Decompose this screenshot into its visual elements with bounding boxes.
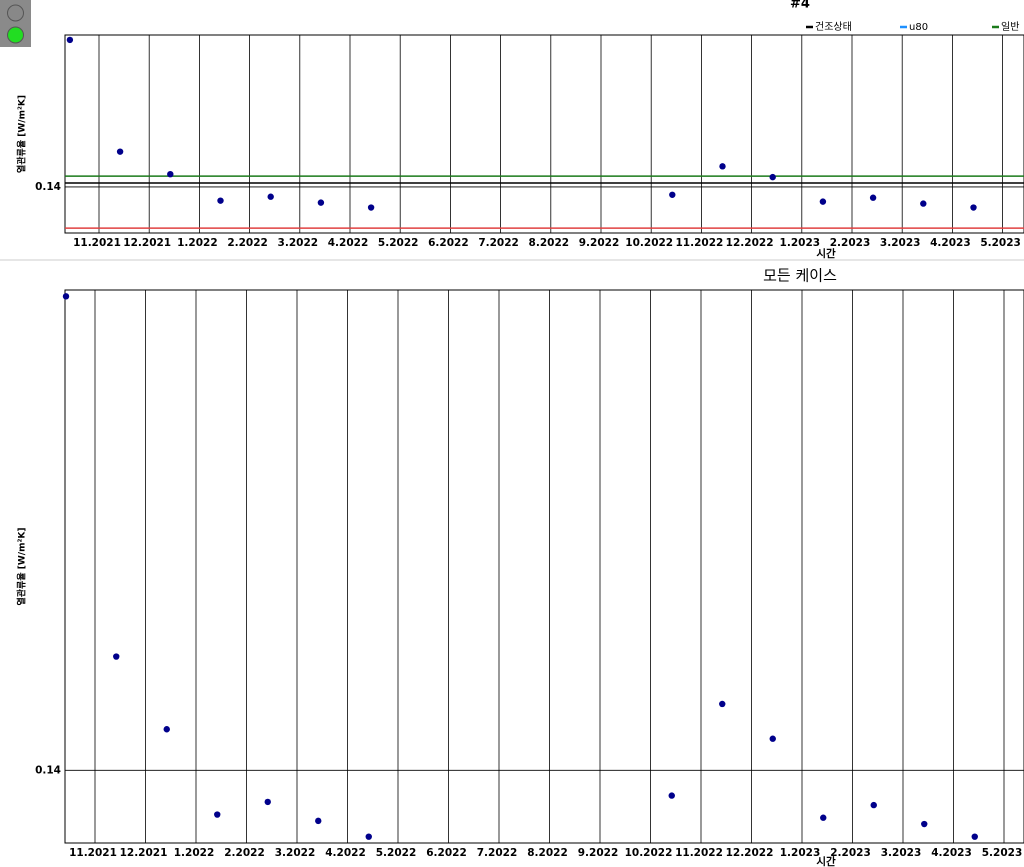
x-tick-label: 5.2022	[376, 847, 417, 859]
x-tick-label: 4.2022	[325, 847, 366, 859]
x-tick-label: 3.2023	[880, 237, 921, 249]
chart-title: 모든 케이스	[763, 267, 837, 285]
x-tick-label: 3.2023	[881, 847, 922, 859]
data-point	[669, 191, 676, 198]
data-point	[214, 811, 221, 818]
data-point	[970, 204, 977, 211]
x-tick-label: 1.2023	[780, 847, 821, 859]
data-point	[62, 293, 70, 300]
legend-label: u80	[909, 22, 928, 33]
data-point	[367, 204, 375, 211]
data-point	[317, 199, 325, 206]
x-tick-label: 7.2022	[478, 237, 519, 249]
x-tick-label: 11.2021	[73, 237, 121, 249]
x-tick-label: 1.2023	[780, 237, 821, 249]
x-tick-label: 3.2022	[278, 237, 319, 249]
x-tick-label: 11.2022	[675, 237, 723, 249]
y-tick-label: 0.14	[35, 181, 61, 193]
x-tick-label: 5.2023	[980, 237, 1021, 249]
x-tick-label: 1.2022	[174, 847, 215, 859]
x-tick-label: 3.2022	[275, 847, 316, 859]
status-light-on	[7, 26, 24, 44]
x-tick-label: 10.2022	[625, 847, 673, 859]
data-point	[267, 193, 274, 200]
x-tick-label: 9.2022	[579, 237, 620, 249]
data-point	[217, 197, 224, 204]
data-point	[66, 36, 74, 44]
x-tick-label: 12.2022	[726, 237, 774, 249]
x-tick-label: 4.2022	[328, 237, 369, 249]
x-tick-label: 7.2022	[477, 847, 518, 859]
data-point	[769, 735, 776, 742]
x-tick-label: 2.2022	[224, 847, 265, 859]
data-point	[870, 801, 877, 809]
data-point	[315, 817, 322, 825]
data-point	[819, 198, 827, 205]
x-tick-label: 11.2021	[69, 847, 117, 859]
x-tick-label: 8.2022	[527, 847, 568, 859]
data-point	[365, 833, 372, 840]
chart-title: #4	[790, 0, 810, 12]
x-tick-label: 12.2021	[120, 847, 168, 859]
x-tick-label: 12.2021	[123, 237, 171, 249]
plot-area	[64, 34, 1024, 234]
legend-label: 건조상태	[815, 21, 852, 33]
x-tick-label: 12.2022	[726, 847, 774, 859]
x-tick-label: 1.2022	[177, 237, 218, 249]
data-point	[668, 792, 675, 799]
x-axis-label: 시간	[816, 855, 836, 867]
y-axis-label: 열관류율 [W/m²K]	[16, 95, 28, 173]
x-tick-label: 10.2022	[625, 237, 673, 249]
x-axis-label: 시간	[816, 247, 836, 260]
y-axis-label: 열관류율 [W/m²K]	[16, 528, 28, 606]
x-tick-label: 8.2022	[529, 237, 570, 249]
x-tick-label: 5.2022	[378, 237, 419, 249]
data-point	[719, 700, 726, 708]
x-tick-label: 6.2022	[426, 847, 467, 859]
data-point	[113, 653, 120, 660]
x-tick-label: 2.2023	[830, 237, 871, 249]
data-point	[971, 833, 978, 840]
x-tick-label: 2.2022	[227, 237, 268, 249]
data-point	[264, 798, 271, 806]
x-tick-label: 6.2022	[428, 237, 469, 249]
data-point	[167, 170, 174, 178]
y-tick-label: 0.14	[35, 764, 61, 776]
x-tick-label: 9.2022	[578, 847, 619, 859]
x-tick-label: 11.2022	[675, 847, 723, 859]
data-point	[769, 173, 776, 181]
x-tick-label: 4.2023	[931, 847, 972, 859]
plot-area	[64, 289, 1024, 844]
data-point	[163, 726, 170, 733]
data-point	[869, 194, 877, 201]
data-point	[920, 200, 927, 207]
data-point	[921, 820, 928, 828]
data-point	[116, 148, 124, 155]
x-tick-label: 2.2023	[830, 847, 871, 859]
x-tick-label: 4.2023	[930, 237, 971, 249]
data-point	[820, 814, 827, 821]
status-light-off	[7, 4, 24, 22]
legend-label: 일반	[1001, 21, 1019, 33]
x-tick-label: 5.2023	[982, 847, 1023, 859]
data-point	[719, 163, 726, 170]
